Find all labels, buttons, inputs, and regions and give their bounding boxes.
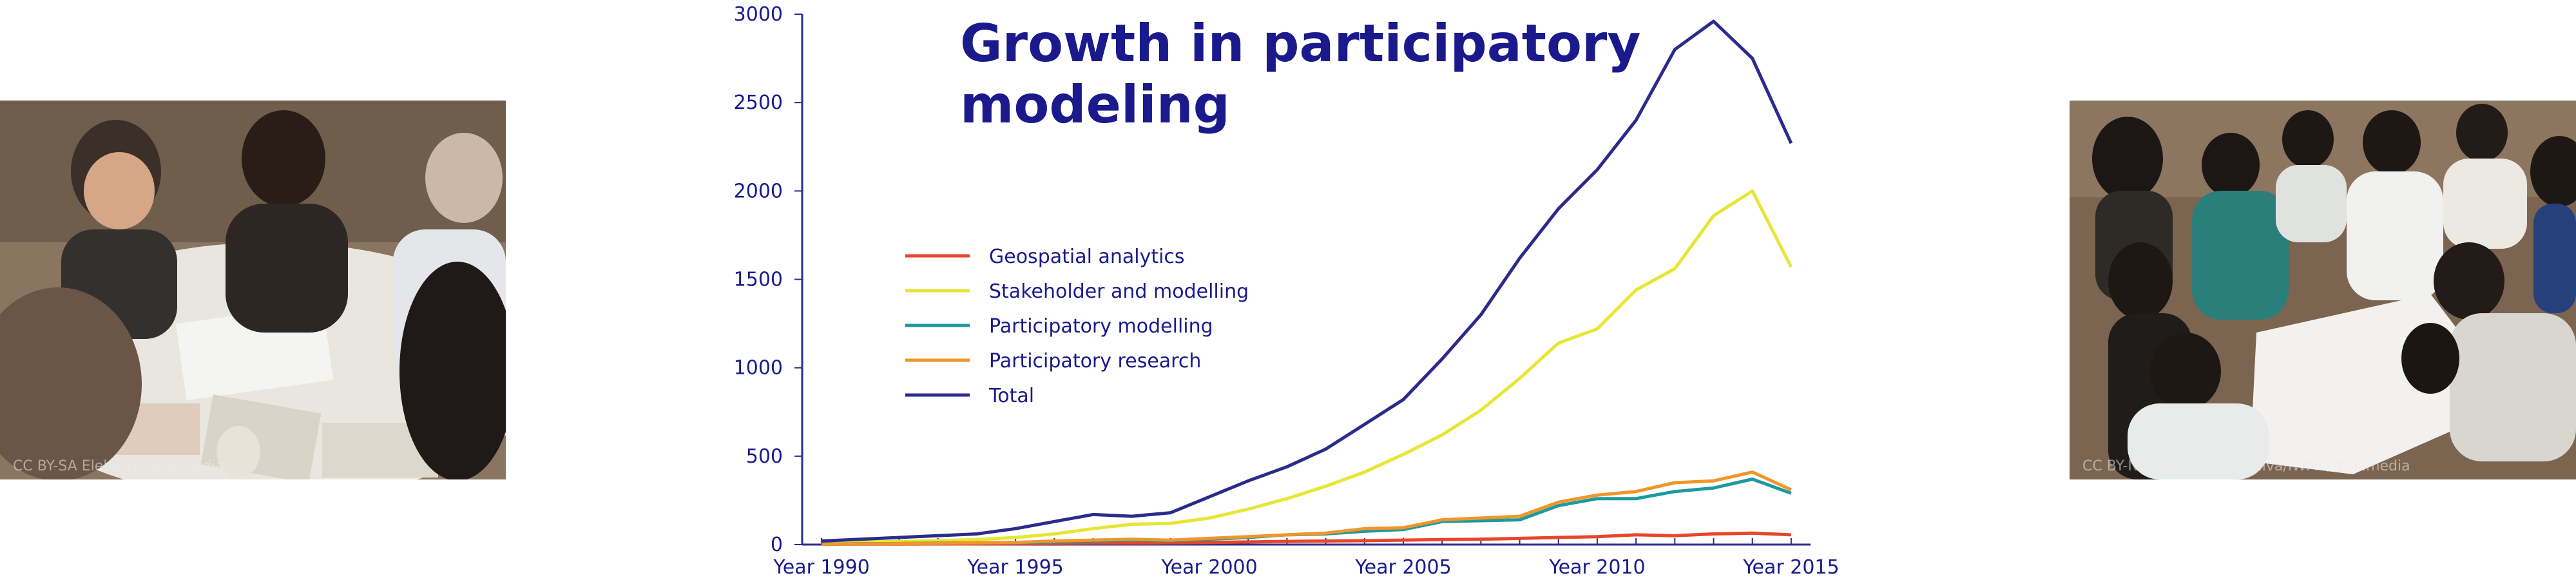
x-tick-label: Year 2005 — [1354, 556, 1451, 579]
x-tick-label: Year 1995 — [966, 556, 1063, 579]
series-line-participatory-research — [822, 470, 1792, 546]
series-line-stakeholder-and-modelling — [822, 189, 1793, 545]
x-tick-label: Year 1990 — [773, 556, 869, 579]
legend-label: Geospatial analytics — [989, 246, 1185, 268]
legend-label: Participatory modelling — [989, 315, 1213, 338]
y-tick-label: 2000 — [734, 180, 783, 202]
workshop-photo-image — [2070, 101, 2576, 479]
x-tick-label: Year 2015 — [1742, 556, 1839, 579]
y-axis-ticks: 0 500 1000 1500 2000 2500 3000 — [734, 3, 802, 556]
legend: Geospatial analytics Stakeholder and mode… — [905, 246, 1249, 407]
chart-title-line1: Growth in participatory — [960, 14, 1641, 73]
series-line-total — [821, 19, 1793, 543]
legend-label: Total — [988, 385, 1034, 407]
y-tick-label: 500 — [746, 445, 783, 468]
photo-credit-left: CC BY-SA Eleberti / Wikimedia — [13, 458, 224, 474]
x-tick-label: Year 2000 — [1160, 556, 1257, 579]
y-tick-label: 2500 — [734, 92, 783, 114]
legend-label: Participatory research — [989, 350, 1201, 372]
meeting-photo-image — [0, 101, 506, 479]
legend-label: Stakeholder and modelling — [989, 280, 1249, 303]
y-tick-label: 1500 — [734, 269, 783, 291]
x-tick-label: Year 2010 — [1548, 556, 1645, 579]
y-tick-label: 1000 — [734, 357, 783, 380]
photo-left: CC BY-SA Eleberti / Wikimedia — [0, 101, 506, 479]
chart: Growth in participatory modeling 0 500 100… — [734, 3, 1840, 579]
photo-right: CC BY-NC-ND Sanjiv de Silva/IWMI / Wikim… — [2070, 101, 2576, 479]
y-tick-label: 0 — [771, 534, 783, 556]
series-lines — [821, 19, 1793, 546]
chart-title-line2: modeling — [960, 75, 1230, 135]
x-axis-ticks: Year 1990 Year 1995 Year 2000 Year 2005 Year… — [773, 538, 1840, 579]
y-tick-label: 3000 — [734, 3, 783, 26]
photo-credit-right: CC BY-NC-ND Sanjiv de Silva/IWMI / Wikim… — [2082, 458, 2410, 474]
